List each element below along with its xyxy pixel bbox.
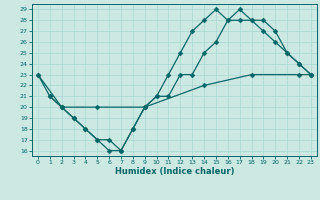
X-axis label: Humidex (Indice chaleur): Humidex (Indice chaleur): [115, 167, 234, 176]
